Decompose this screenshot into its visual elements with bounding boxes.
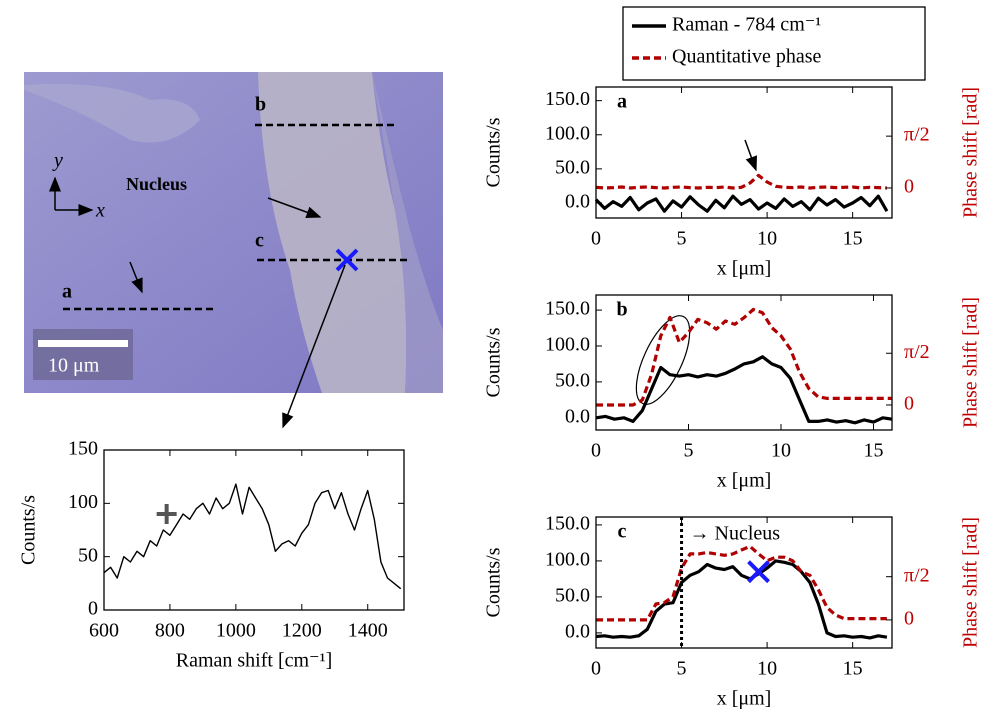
x-tick-label: 15 <box>864 440 884 462</box>
annotation: → Nucleus <box>690 523 781 545</box>
cell <box>258 72 407 393</box>
legend-label: Quantitative phase <box>672 46 822 68</box>
x-axis-label: x [μm] <box>717 688 772 710</box>
x-tick-label: 10 <box>771 440 791 462</box>
x-tick-label: 5 <box>677 228 687 250</box>
phase-line <box>595 173 887 190</box>
highlight-ellipse <box>635 315 691 405</box>
x-axis-label: Raman shift [cm⁻¹] <box>176 650 333 672</box>
axis-x-label: x <box>95 200 105 222</box>
plot-frame <box>103 449 405 611</box>
legend-label: Raman - 784 cm⁻¹ <box>672 14 821 36</box>
x-tick-label: 0 <box>591 228 601 250</box>
arrow <box>267 197 322 219</box>
label-b: b <box>255 94 266 116</box>
y-tick-label: 0.0 <box>565 191 590 213</box>
y-axis-label: Counts/s <box>18 495 40 565</box>
y-axis-label: Counts/s <box>483 327 505 397</box>
raman-line <box>103 483 402 590</box>
x-tick-label: 1000 <box>216 620 256 642</box>
y-axis-label: Counts/s <box>483 117 505 187</box>
y2-tick-label: 0 <box>904 608 914 630</box>
y-tick-label: 100.0 <box>545 334 590 356</box>
x-tick-label: 0 <box>591 658 601 680</box>
y2-axis-label: Phase shift [rad] <box>960 297 982 428</box>
arrow <box>744 139 757 172</box>
panel-label: a <box>617 91 627 113</box>
x-axis-label: x [μm] <box>717 470 772 492</box>
cell-edge <box>372 72 443 393</box>
x-tick-label: 1200 <box>282 620 322 642</box>
raman-line <box>595 559 888 640</box>
x-tick-label: 10 <box>757 658 777 680</box>
x-tick-label: 0 <box>591 440 601 462</box>
y2-tick-label: π/2 <box>904 564 930 586</box>
y-tick-label: 50.0 <box>555 156 590 178</box>
microscope-image: a b c Nucleus y x 10 μm <box>24 72 443 429</box>
y-tick-label: 100 <box>68 491 98 513</box>
y-tick-label: 50 <box>78 544 98 566</box>
x-tick-label: 15 <box>843 228 863 250</box>
x-axis-label: x [μm] <box>717 258 772 280</box>
y-tick-label: 100.0 <box>545 549 590 571</box>
point-marker <box>747 560 770 584</box>
y-tick-label: 0 <box>88 598 98 620</box>
y2-tick-label: 0 <box>904 393 914 415</box>
plot-frame <box>595 294 893 431</box>
plot-frame <box>595 516 893 649</box>
arrow <box>282 264 346 429</box>
x-tick-label: 800 <box>155 620 185 642</box>
cell-blob <box>24 84 200 143</box>
scale-bar <box>38 340 128 347</box>
arrow <box>129 261 143 294</box>
y-tick-label: 150.0 <box>545 513 590 535</box>
label-a: a <box>62 281 72 303</box>
point-cross <box>335 248 359 272</box>
y2-tick-label: π/2 <box>904 341 930 363</box>
y-tick-label: 150.0 <box>545 88 590 110</box>
x-tick-label: 10 <box>757 228 777 250</box>
phase-line <box>596 307 892 407</box>
y-tick-label: 150 <box>68 438 98 460</box>
raman-line <box>594 194 889 213</box>
x-tick-label: 5 <box>677 658 687 680</box>
y-tick-label: 50.0 <box>555 584 590 606</box>
nucleus-label: Nucleus <box>126 174 187 194</box>
y2-tick-label: 0 <box>904 176 914 198</box>
phase-line <box>596 544 887 622</box>
x-tick-label: 5 <box>684 440 694 462</box>
y-axis-label: Counts/s <box>483 547 505 617</box>
y-tick-label: 0.0 <box>565 405 590 427</box>
y2-axis-label: Phase shift [rad] <box>960 517 982 648</box>
y2-axis-label: Phase shift [rad] <box>960 87 982 218</box>
plot-frame <box>595 86 893 219</box>
panel-label: c <box>618 521 627 543</box>
legend-box <box>622 6 926 81</box>
y2-tick-label: π/2 <box>904 124 930 146</box>
y-tick-label: 100.0 <box>545 122 590 144</box>
panel-label: b <box>616 299 627 321</box>
x-tick-label: 600 <box>89 620 119 642</box>
y-tick-label: 0.0 <box>565 620 590 642</box>
y-tick-label: 150.0 <box>545 298 590 320</box>
raman-line <box>595 355 893 425</box>
point-marker <box>156 504 177 524</box>
label-c: c <box>255 230 264 252</box>
scale-box <box>33 329 133 380</box>
scale-label: 10 μm <box>48 355 100 377</box>
axis-y-label: y <box>52 150 63 172</box>
x-tick-label: 15 <box>843 658 863 680</box>
y-tick-label: 50.0 <box>555 369 590 391</box>
x-tick-label: 1400 <box>348 620 388 642</box>
